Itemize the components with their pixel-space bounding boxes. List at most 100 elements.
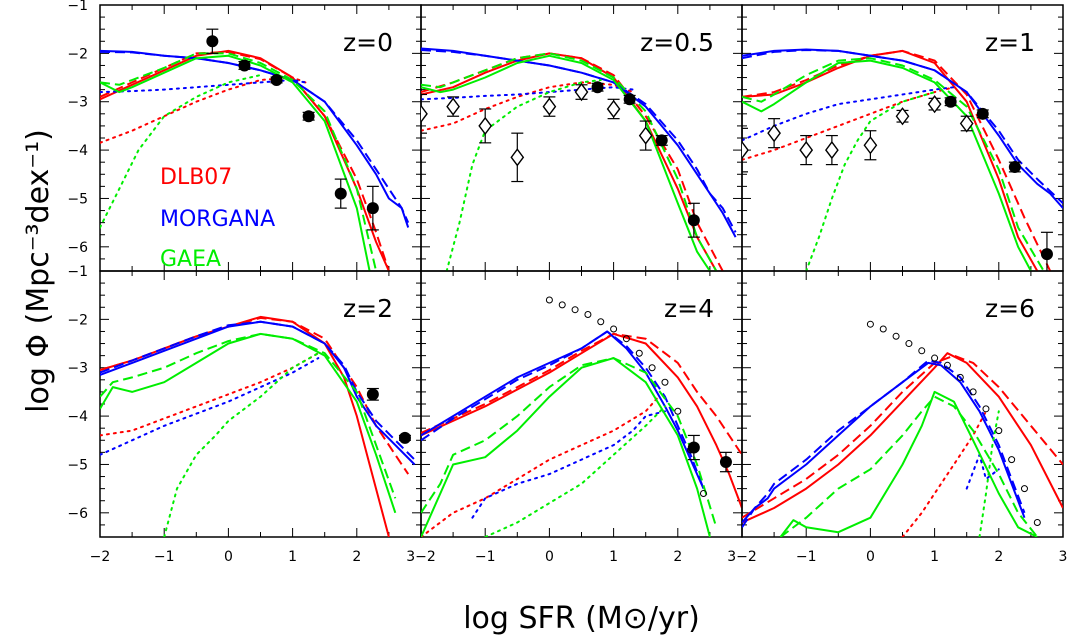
series-line-gaea-dashed [779,395,1039,537]
y-tick-label: −1 [67,264,88,280]
panel-z-0-5: z=0.5 [420,4,743,272]
panel-title: z=0.5 [640,28,714,57]
data-point-open-circle [558,301,566,309]
x-tick-label: 0 [866,549,875,565]
data-point [302,110,315,123]
observations [206,28,379,231]
series-line-morgana-dashed [742,49,1063,205]
x-tick-label: 0 [545,549,554,565]
data-point-diamond [895,107,910,126]
data-point-open-circle [905,340,913,348]
data-point-open-circle [969,388,977,396]
y-tick-label: −5 [67,191,88,207]
data-point-open-circle [1020,485,1028,493]
panel-z-2: z=2 [99,270,422,538]
series-line-dlb07-dotted [421,395,660,537]
data-point-diamond [742,140,749,160]
series-line-dlb07-dashed [421,332,742,456]
series-line-gaea-dotted [805,91,936,271]
series-line-dlb07-dotted [100,352,320,437]
series-line-gaea-solid [421,54,711,271]
x-tick-label: 3 [1059,549,1068,565]
panel-title: z=6 [985,294,1035,323]
y-tick-label: −6 [67,506,88,522]
data-point-open-circle [687,446,695,454]
data-point-diamond [421,104,428,123]
data-point-open-circle [610,325,618,333]
series-line-morgana-dashed [421,49,737,233]
data-point-open-circle [635,349,643,357]
panel-z-1: z=1 [741,4,1064,272]
data-point [270,73,283,86]
legend-label-dlb07: DLB07 [160,165,232,190]
data-point-open-circle [1033,518,1041,526]
data-point-open-circle [622,335,630,343]
data-point-diamond [638,126,653,145]
data-point-open-circle [571,306,579,314]
series-line-dlb07-dashed [742,354,1063,519]
series-line-morgana-dashed [421,330,705,489]
x-tick-label: 3−2 [406,549,436,565]
series-line-dlb07-dashed [421,52,724,271]
data-point-diamond [767,123,781,143]
panel-title: z=4 [664,294,714,323]
legend-label-gaea: GAEA [160,247,221,272]
data-point-diamond [799,140,814,160]
series-line-gaea-dotted [978,410,1000,537]
series-line-gaea-dotted [484,405,666,537]
data-point-open-circle [995,427,1003,435]
data-point-open-circle [648,364,656,372]
series-group [742,352,1063,537]
data-point-open-circle [879,325,887,333]
series-line-dlb07-dotted [742,86,955,161]
y-tick-label: −5 [67,457,88,473]
series-line-gaea-dotted [445,79,602,271]
series-group [421,330,742,537]
data-point-open-circle [866,320,874,328]
series-line-gaea-dotted [100,74,262,229]
data-point-diamond [510,148,525,167]
x-tick-label: −1 [475,549,496,565]
panel-ticks [420,4,743,272]
x-tick-label: −2 [90,549,111,565]
series-line-gaea-dashed [421,357,718,528]
series-line-gaea-solid [779,390,1038,537]
x-tick-label: 1 [609,549,618,565]
series-line-dlb07-solid [742,352,1063,524]
series-line-morgana-dotted [421,86,634,101]
data-point [1040,248,1053,261]
data-point [398,431,411,444]
series-line-morgana-dashed [742,359,1026,528]
series-line-gaea-dashed [742,57,1045,271]
data-point-open-circle [918,347,926,355]
x-tick-label: 1 [288,549,297,565]
observations [742,94,1053,271]
x-tick-label: 3−2 [727,549,757,565]
panel-z-6: z=6 [741,270,1064,538]
series-line-morgana-solid [742,361,1026,524]
panels: z=0 z=0.5 z=1 z=2 z=4 z=6 [99,4,1064,538]
series-group [742,48,1063,271]
y-tick-label: −4 [67,409,88,425]
x-tick-label: 2 [673,549,682,565]
data-point-open-circle [597,318,605,326]
series-line-morgana-dotted [742,86,955,142]
series-line-morgana-dashed [100,320,416,461]
x-tick-label: −1 [796,549,817,565]
data-point-diamond [542,97,557,116]
series-group [421,47,737,271]
series-line-gaea-dashed [100,332,397,499]
data-point-open-circle [892,332,900,340]
data-point-diamond [959,114,974,133]
data-point-open-circle [674,407,682,415]
legend-label-morgana: MORGANA [160,207,275,232]
data-point-diamond [478,116,493,136]
data-point-diamond [927,94,942,114]
series-line-gaea-dashed [100,52,378,271]
y-tick-label: −2 [67,312,88,328]
y-tick-label: −3 [67,95,88,111]
series-line-dlb07-dotted [421,81,634,132]
legend: DLB07 MORGANA GAEA [160,165,275,272]
series-line-gaea-solid [100,54,371,271]
